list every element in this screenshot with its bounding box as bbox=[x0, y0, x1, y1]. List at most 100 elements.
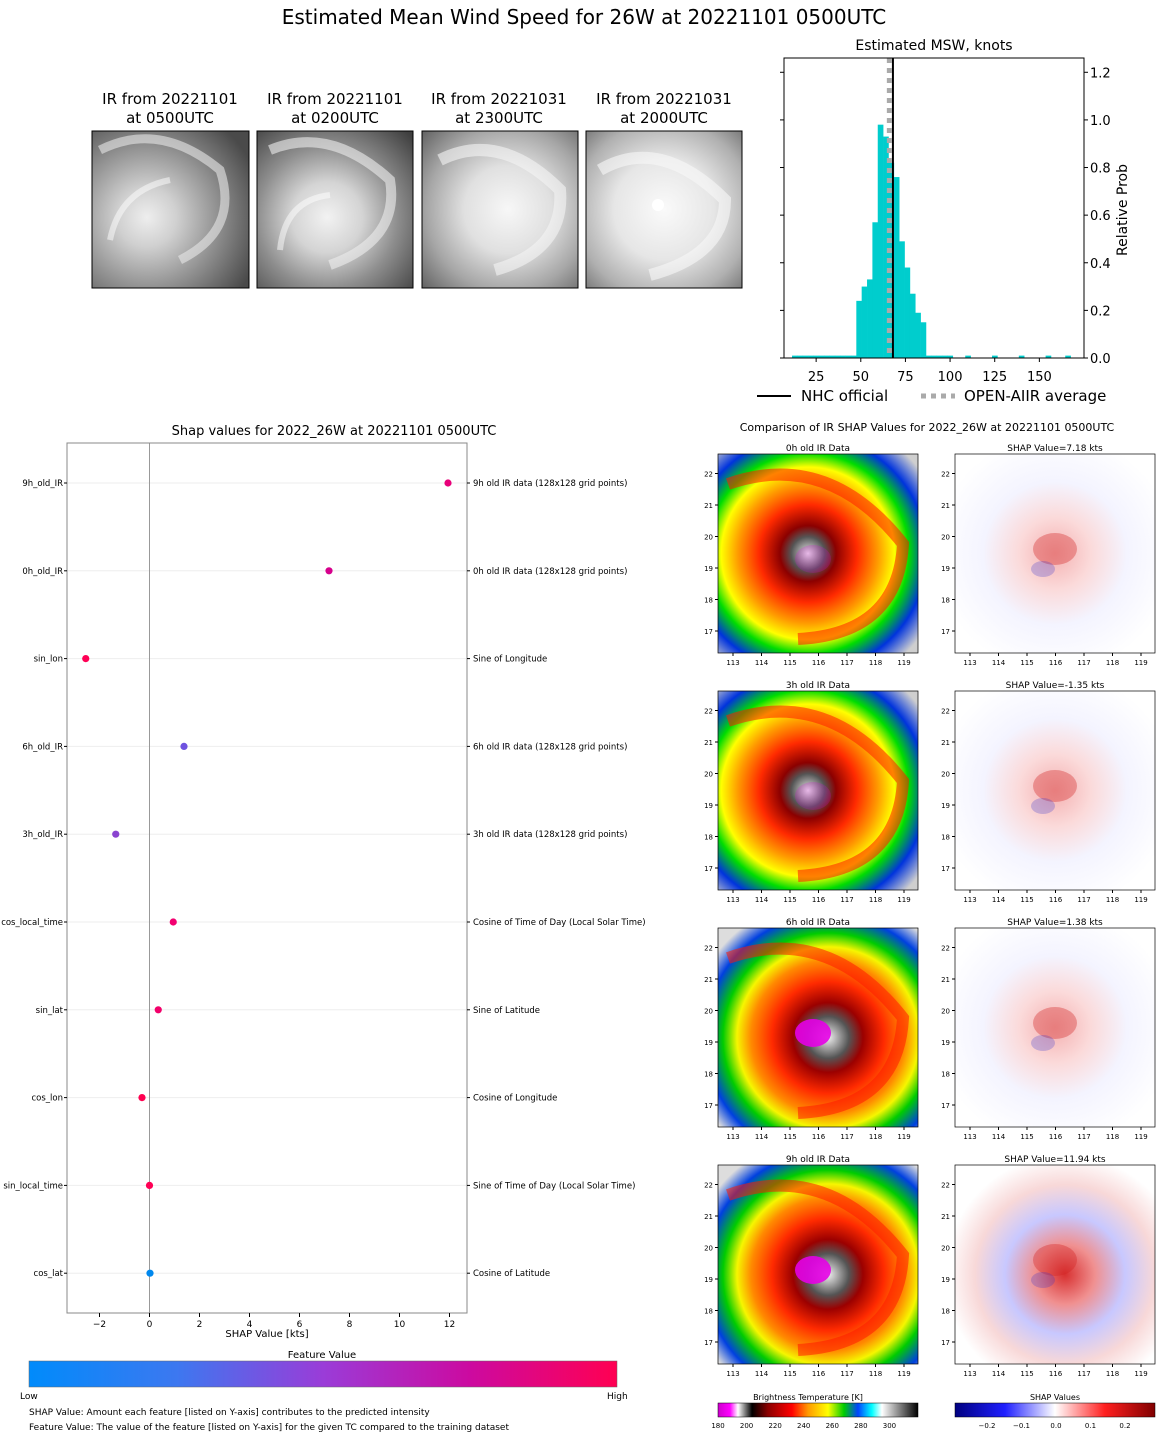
lat-tick-label: 19 bbox=[941, 1039, 950, 1047]
ir-spiral-band bbox=[726, 1179, 910, 1356]
shap-feature-label: cos_lat bbox=[34, 1269, 64, 1279]
lat-tick-label: 17 bbox=[941, 1339, 950, 1347]
lat-tick-label: 20 bbox=[704, 534, 713, 542]
lat-tick-label: 18 bbox=[941, 1308, 950, 1316]
hist-bar bbox=[1065, 355, 1071, 358]
lat-tick-label: 22 bbox=[704, 471, 713, 479]
lat-tick-label: 18 bbox=[704, 597, 713, 605]
hist-bar bbox=[1018, 355, 1025, 358]
lat-tick-label: 17 bbox=[941, 1102, 950, 1110]
shap-cb-tick-label: −0.1 bbox=[1013, 1422, 1030, 1430]
ir-panel-title-1: IR from 20221101 at 0500UTC bbox=[85, 90, 255, 128]
shap-x-tick-label: 2 bbox=[197, 1320, 203, 1330]
shap-scatter-chart: Shap values for 2022_26W at 20221101 050… bbox=[1, 424, 646, 1433]
lat-tick-label: 21 bbox=[941, 976, 950, 984]
bt-tick-label: 240 bbox=[797, 1422, 810, 1430]
lon-tick-label: 119 bbox=[897, 1370, 910, 1378]
lon-tick-label: 116 bbox=[812, 659, 826, 667]
lon-tick-label: 118 bbox=[1106, 659, 1119, 667]
lon-tick-label: 118 bbox=[1106, 896, 1119, 904]
lat-tick-label: 22 bbox=[704, 708, 713, 716]
shap-cb-tick-label: −0.2 bbox=[979, 1422, 996, 1430]
shap-cb-tick-label: 0.2 bbox=[1119, 1422, 1130, 1430]
hist-bar bbox=[965, 355, 971, 358]
hist-x-tick-label: 100 bbox=[938, 370, 963, 385]
ir-cold-core bbox=[795, 1019, 831, 1047]
shap-feature-label: cos_local_time bbox=[1, 918, 63, 928]
shap-coldspot bbox=[1031, 1035, 1055, 1051]
hist-bar bbox=[1045, 355, 1052, 358]
lon-tick-label: 116 bbox=[812, 896, 826, 904]
lon-tick-label: 115 bbox=[783, 1133, 796, 1141]
shap-x-tick-label: 4 bbox=[247, 1320, 253, 1330]
lon-tick-label: 114 bbox=[755, 1370, 769, 1378]
lon-tick-label: 118 bbox=[869, 1133, 882, 1141]
ir-spiral-band bbox=[726, 705, 910, 882]
bt-tick-label: 180 bbox=[711, 1422, 724, 1430]
lat-tick-label: 19 bbox=[704, 802, 713, 810]
lat-tick-label: 22 bbox=[704, 1182, 713, 1190]
shap-value-image bbox=[955, 454, 1155, 653]
shap-colorbar-ticks: −0.2 −0.1 0.0 0.1 0.2 bbox=[979, 1422, 1131, 1430]
shap-point-sin_local_time bbox=[145, 1181, 154, 1189]
hist-bar bbox=[893, 177, 900, 358]
ir-panel-title-2: IR from 20221101 at 0200UTC bbox=[250, 90, 420, 128]
ir-image-1 bbox=[91, 130, 250, 289]
lon-tick-label: 113 bbox=[963, 1133, 976, 1141]
lat-tick-label: 20 bbox=[941, 1245, 950, 1253]
shap-value-image bbox=[955, 1165, 1155, 1364]
lon-tick-label: 116 bbox=[812, 1133, 826, 1141]
bt-tick-label: 280 bbox=[854, 1422, 867, 1430]
lon-tick-label: 114 bbox=[992, 896, 1006, 904]
hist-bar bbox=[883, 136, 889, 358]
ir-panel-title-line2: at 0200UTC bbox=[291, 109, 379, 127]
lat-tick-label: 20 bbox=[941, 1008, 950, 1016]
lon-tick-label: 116 bbox=[1049, 659, 1063, 667]
lat-tick-label: 17 bbox=[941, 865, 950, 873]
lon-tick-label: 113 bbox=[726, 1133, 739, 1141]
lon-tick-label: 118 bbox=[1106, 1133, 1119, 1141]
legend-label-aiir: OPEN-AIIR average bbox=[964, 387, 1106, 405]
ir-cold-core bbox=[795, 545, 831, 573]
ir-data-image bbox=[718, 454, 918, 653]
shap-feature-description: Cosine of Longitude bbox=[473, 1094, 557, 1104]
lon-tick-label: 118 bbox=[869, 896, 882, 904]
lon-tick-label: 115 bbox=[1020, 896, 1033, 904]
hist-bar bbox=[867, 279, 873, 358]
hist-y-tick-label: 1.2 bbox=[1090, 66, 1111, 81]
hist-bar bbox=[802, 355, 809, 358]
ir-panel-title-line2: at 2000UTC bbox=[620, 109, 708, 127]
lat-tick-label: 18 bbox=[704, 1308, 713, 1316]
hist-y-tick-label: 0.2 bbox=[1090, 304, 1111, 319]
shap-feature-descriptions: 9h old IR data (128x128 grid points) 0h o… bbox=[467, 479, 646, 1279]
hist-bar bbox=[931, 355, 937, 358]
lat-tick-label: 21 bbox=[704, 739, 713, 747]
lon-tick-label: 117 bbox=[840, 1370, 853, 1378]
shap-value-title: SHAP Value=1.38 kts bbox=[1007, 918, 1103, 928]
shap-point-0h_old_IR bbox=[325, 567, 333, 575]
ir-cold-core bbox=[795, 1256, 831, 1284]
ir-images bbox=[91, 130, 743, 289]
lon-tick-label: 114 bbox=[755, 1133, 769, 1141]
shap-value-title: SHAP Value=11.94 kts bbox=[1004, 1155, 1106, 1165]
hist-y-tick-label: 0.0 bbox=[1090, 352, 1111, 367]
lat-tick-label: 22 bbox=[941, 945, 950, 953]
lat-tick-label: 17 bbox=[704, 1102, 713, 1110]
lat-tick-label: 20 bbox=[704, 1008, 713, 1016]
hist-legend: NHC official OPEN-AIIR average bbox=[757, 387, 1106, 405]
bt-colorbar-title: Brightness Temperature [K] bbox=[753, 1393, 863, 1402]
hist-y-tick-label: 0.8 bbox=[1090, 162, 1111, 177]
lon-tick-label: 115 bbox=[1020, 1370, 1033, 1378]
lon-tick-label: 119 bbox=[1134, 1370, 1147, 1378]
hist-bar bbox=[925, 355, 932, 358]
hist-bar bbox=[915, 312, 921, 358]
ir-panel-title-4: IR from 20221031 at 2000UTC bbox=[579, 90, 749, 128]
hist-bar bbox=[856, 300, 862, 358]
feature-colorbar-high: High bbox=[607, 1392, 628, 1402]
hist-bar bbox=[818, 355, 825, 358]
shap-feature-description: 6h old IR data (128x128 grid points) bbox=[473, 742, 627, 752]
shap-xlabel: SHAP Value [kts] bbox=[225, 1329, 308, 1340]
lon-tick-label: 113 bbox=[963, 1370, 976, 1378]
comparison-rows: 0h old IR Data 113 114 115 116 117 118 119 17 18 1… bbox=[704, 444, 1156, 1378]
lon-tick-label: 114 bbox=[992, 659, 1006, 667]
